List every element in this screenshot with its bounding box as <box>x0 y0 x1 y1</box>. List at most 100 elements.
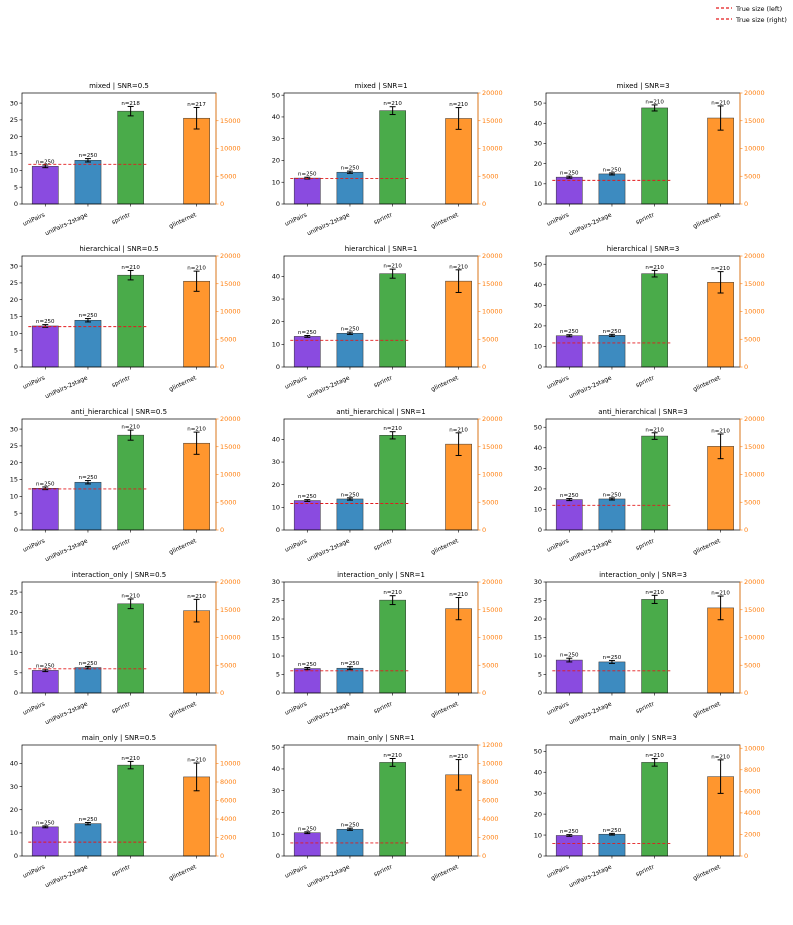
x-tick-label: uniPairs-2stage <box>568 700 613 726</box>
y-tick-label-left: 30 <box>272 787 280 795</box>
y-tick-label-left: 0 <box>538 852 542 860</box>
bar-uniPairs <box>293 668 321 694</box>
y-tick-label-left: 30 <box>272 135 280 143</box>
bar-sprintr <box>641 599 668 694</box>
y-tick-label-right: 5000 <box>482 172 499 180</box>
x-tick-label: sprintr <box>635 211 656 226</box>
y-tick-label-right: 20000 <box>220 578 241 586</box>
y-tick-label-left: 25 <box>10 116 18 124</box>
bar-count-label: n=250 <box>79 661 98 667</box>
bar-count-label: n=210 <box>711 754 730 760</box>
y-tick-label-right: 5000 <box>744 498 761 506</box>
bar-uniPairs <box>31 488 59 531</box>
y-tick-label-left: 50 <box>534 260 542 268</box>
y-tick-label-left: 25 <box>10 279 18 287</box>
y-tick-label-right: 8000 <box>482 778 499 786</box>
y-tick-label-right: 6000 <box>744 788 761 796</box>
x-tick-label: uniPairs-2stage <box>306 700 351 726</box>
bar-count-label: n=250 <box>36 664 55 670</box>
x-tick-label: sprintr <box>111 863 132 878</box>
bar-count-label: n=250 <box>603 828 622 834</box>
bar-count-label: n=250 <box>560 829 579 835</box>
x-tick-label: uniPairs-2stage <box>568 863 613 889</box>
x-tick-label: sprintr <box>373 537 394 552</box>
y-tick-label-left: 0 <box>276 689 280 697</box>
x-tick-label: uniPairs <box>22 211 46 227</box>
bar-count-label: n=210 <box>383 101 402 107</box>
y-tick-label-right: 15000 <box>482 606 503 614</box>
x-tick-label: glinternet <box>692 374 722 393</box>
x-tick-label: uniPairs-2stage <box>306 537 351 563</box>
y-tick-label-right: 15000 <box>482 117 503 125</box>
x-tick-label: glinternet <box>692 863 722 882</box>
chart-panel: main_only | SNR=1 n=250 uniPairs n=250 uniPa… <box>272 734 503 889</box>
y-tick-label-left: 5 <box>538 671 542 679</box>
y-tick-label-left: 20 <box>10 296 18 304</box>
x-tick-label: uniPairs-2stage <box>44 700 89 726</box>
y-tick-label-right: 20000 <box>220 252 241 260</box>
y-tick-label-right: 20000 <box>482 89 503 97</box>
bar-count-label: n=250 <box>341 823 360 829</box>
legend-label-left: True size (left) <box>735 5 782 13</box>
y-tick-label-left: 20 <box>534 160 542 168</box>
x-tick-label: uniPairs-2stage <box>568 374 613 400</box>
y-tick-label-right: 0 <box>744 689 748 697</box>
bar-count-label: n=217 <box>187 102 206 108</box>
y-tick-label-left: 40 <box>534 281 542 289</box>
bar-count-label: n=250 <box>341 492 360 498</box>
y-tick-label-left: 50 <box>534 99 542 107</box>
y-tick-label-left: 0 <box>276 852 280 860</box>
y-tick-label-left: 0 <box>14 852 18 860</box>
bar-count-label: n=210 <box>383 753 402 759</box>
bar-count-label: n=210 <box>187 758 206 764</box>
bar-glinternet <box>445 608 472 694</box>
bar-count-label: n=210 <box>121 265 140 271</box>
bar-uniPairs <box>293 336 321 368</box>
y-tick-label-left: 0 <box>538 363 542 371</box>
y-tick-label-right: 15000 <box>220 280 241 288</box>
y-tick-label-left: 15 <box>10 150 18 158</box>
y-tick-label-left: 50 <box>534 423 542 431</box>
y-tick-label-left: 20 <box>534 810 542 818</box>
y-tick-label-left: 20 <box>10 608 18 616</box>
x-tick-label: sprintr <box>373 374 394 389</box>
bar-count-label: n=250 <box>603 655 622 661</box>
chart-title: main_only | SNR=3 <box>609 734 676 742</box>
y-tick-label-left: 5 <box>14 509 18 517</box>
y-tick-label-right: 10000 <box>220 634 241 642</box>
y-tick-label-left: 40 <box>272 765 280 773</box>
bar-count-label: n=250 <box>79 313 98 319</box>
x-tick-label: uniPairs-2stage <box>568 211 613 237</box>
bar-uniPairs-2stage <box>598 661 626 694</box>
bar-glinternet <box>445 280 472 368</box>
y-tick-label-left: 20 <box>10 133 18 141</box>
x-tick-label: uniPairs <box>546 863 570 879</box>
y-tick-label-left: 30 <box>534 789 542 797</box>
y-tick-label-right: 10000 <box>744 471 765 479</box>
y-tick-label-left: 20 <box>10 459 18 467</box>
y-tick-label-left: 0 <box>14 689 18 697</box>
bar-count-label: n=210 <box>449 264 468 270</box>
x-tick-label: sprintr <box>111 537 132 552</box>
bar-uniPairs <box>293 500 321 531</box>
bar-sprintr <box>379 599 406 694</box>
bar-count-label: n=250 <box>560 493 579 499</box>
x-tick-label: uniPairs <box>284 700 308 716</box>
y-tick-label-right: 20000 <box>744 415 765 423</box>
x-tick-label: uniPairs-2stage <box>306 863 351 889</box>
x-tick-label: uniPairs <box>22 537 46 553</box>
bar-count-label: n=210 <box>711 100 730 106</box>
x-tick-label: uniPairs-2stage <box>44 374 89 400</box>
bar-uniPairs <box>31 826 59 857</box>
bar-uniPairs-2stage <box>74 319 102 368</box>
y-tick-label-left: 10 <box>272 178 280 186</box>
y-tick-label-right: 8000 <box>744 766 761 774</box>
y-tick-label-left: 30 <box>10 425 18 433</box>
bar-count-label: n=210 <box>645 99 664 105</box>
bar-count-label: n=210 <box>449 427 468 433</box>
bar-count-label: n=250 <box>298 330 317 336</box>
x-tick-label: uniPairs-2stage <box>44 211 89 237</box>
bar-sprintr <box>117 764 144 857</box>
bar-count-label: n=210 <box>711 591 730 597</box>
y-tick-label-right: 15000 <box>744 443 765 451</box>
